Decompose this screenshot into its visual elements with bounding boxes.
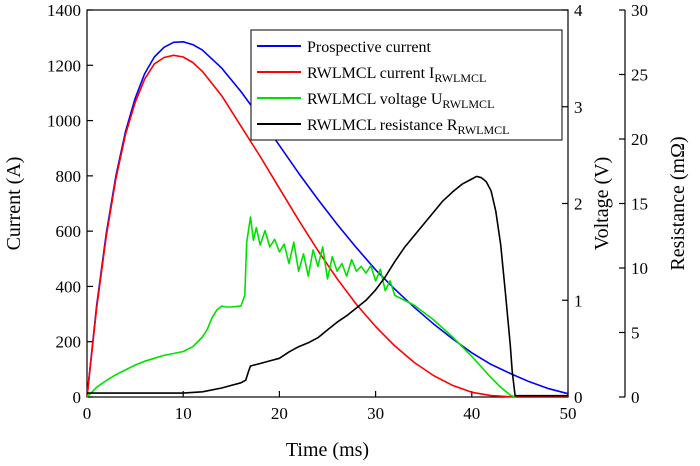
voltage-axis-title: Voltage (V) <box>591 157 613 251</box>
voltage-tick-label: 2 <box>574 195 583 214</box>
series-rwlmcl-resistance <box>87 175 568 397</box>
x-tick-label: 20 <box>271 404 288 423</box>
current-tick-label: 400 <box>56 277 82 296</box>
voltage-tick-label: 0 <box>574 388 583 407</box>
resistance-axis-title: Resistance (mΩ) <box>667 136 689 270</box>
series-rwlmcl-current <box>86 54 568 398</box>
x-tick-label: 50 <box>560 404 577 423</box>
resistance-tick-label: 25 <box>631 66 648 85</box>
legend-box <box>250 29 563 141</box>
resistance-tick-label: 30 <box>631 1 648 20</box>
current-axis-title: Current (A) <box>3 157 25 251</box>
resistance-tick-label: 0 <box>631 388 640 407</box>
current-tick-label: 200 <box>56 333 82 352</box>
voltage-tick-label: 1 <box>574 291 583 310</box>
resistance-tick-label: 10 <box>631 259 648 278</box>
current-tick-label: 600 <box>56 222 82 241</box>
resistance-tick-label: 15 <box>631 195 648 214</box>
x-tick-label: 40 <box>463 404 480 423</box>
resistance-tick-label: 20 <box>631 130 648 149</box>
legend-label-resistance: RWLMCL resistance RRWLMCL <box>307 117 510 137</box>
voltage-tick-label: 3 <box>574 98 583 117</box>
current-tick-label: 1200 <box>47 56 81 75</box>
x-axis-title: Time (ms) <box>286 439 369 461</box>
resistance-tick-label: 5 <box>631 324 640 343</box>
legend-label-voltage: RWLMCL voltage URWLMCL <box>307 91 494 111</box>
voltage-tick-label: 4 <box>574 1 583 20</box>
x-tick-label: 10 <box>175 404 192 423</box>
x-tick-label: 0 <box>83 404 92 423</box>
legend: Prospective current RWLMCL current IRWLM… <box>250 29 563 141</box>
legend-label-prospective: Prospective current <box>307 39 432 56</box>
x-tick-label: 30 <box>367 404 384 423</box>
current-tick-label: 0 <box>73 388 82 407</box>
series-rwlmcl-voltage <box>86 216 516 398</box>
current-tick-label: 1400 <box>47 1 81 20</box>
current-tick-label: 1000 <box>47 112 81 131</box>
current-tick-label: 800 <box>56 167 82 186</box>
legend-label-current: RWLMCL current IRWLMCL <box>307 65 486 85</box>
